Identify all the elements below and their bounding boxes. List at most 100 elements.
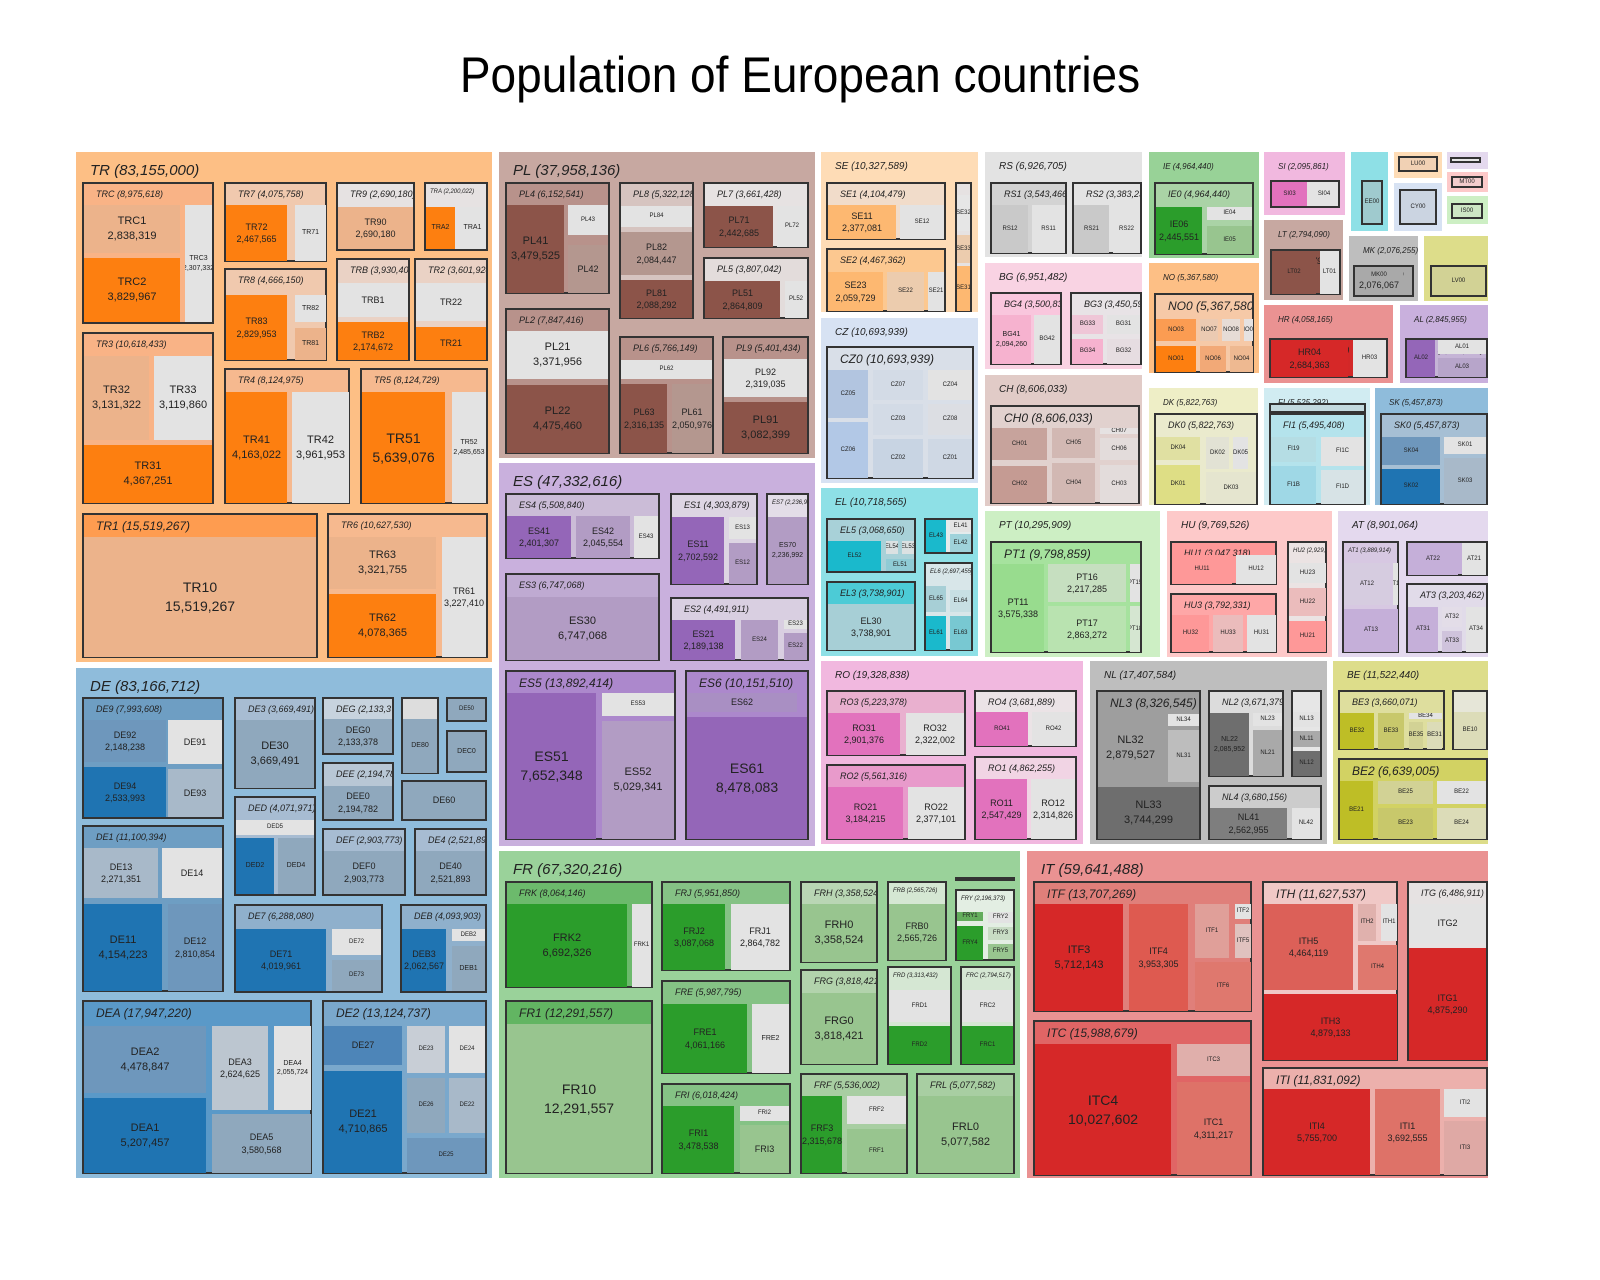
region-label: FRK (8,064,146)	[519, 888, 586, 898]
leaf-code: CZ02	[890, 455, 906, 462]
leaf-area-pt16: PT16 2,217,285	[1048, 564, 1126, 602]
leaf-code: BE21	[1349, 806, 1364, 813]
country-label: SI (2,095,861)	[1278, 162, 1329, 171]
leaf-code: HU21	[1299, 633, 1316, 640]
leaf-code: NL21	[1260, 749, 1275, 756]
leaf-code: ITI4	[1309, 1120, 1325, 1131]
leaf-area-trb2: TRB2 2,174,672	[338, 322, 408, 360]
leaf-code: NO08	[1223, 326, 1239, 333]
leaf-code: HR03	[1361, 355, 1378, 362]
leaf-code: DE26	[418, 1102, 434, 1109]
region-label: TR4 (8,124,975)	[238, 375, 304, 385]
leaf-area-ie05: IE05	[1207, 226, 1252, 254]
leaf-population: 3,829,967	[107, 291, 157, 303]
leaf-area-iti3: ITI3	[1444, 1121, 1486, 1175]
leaf-code: CZ06	[840, 446, 856, 453]
leaf-area-ch01: CH01	[992, 428, 1047, 460]
leaf-code: EL41	[953, 522, 968, 529]
leaf-area-tr83: TR83 2,829,953	[226, 295, 287, 360]
leaf-code: SK03	[1457, 477, 1473, 484]
leaf-code: BG34	[1079, 348, 1096, 355]
leaf-area-se21: SE21	[928, 272, 944, 311]
leaf-area-se22: SE22	[887, 272, 924, 311]
leaf-population: 3,087,068	[673, 938, 715, 948]
region-label: PL2 (7,847,416)	[519, 315, 584, 325]
leaf-population: 4,311,217	[1193, 1129, 1234, 1140]
leaf-area-trc3: TRC32,307,332	[185, 205, 212, 322]
leaf-area-iti4: ITI4 5,755,700	[1264, 1089, 1370, 1175]
leaf-area-ch05: CH05	[1052, 428, 1095, 458]
leaf-code: ITF5	[1236, 937, 1250, 944]
leaf-code: SE12	[914, 218, 930, 225]
region-block-fry-top	[955, 877, 1015, 881]
leaf-area-fi19: FI19	[1271, 437, 1316, 462]
leaf-code: ITF1	[1205, 927, 1219, 934]
leaf-code: EL43	[928, 532, 943, 539]
leaf-code: FRK2	[552, 931, 582, 944]
leaf-area-frc1: FRC1	[962, 1026, 1013, 1064]
leaf-area-pl63: PL63 2,316,135	[621, 384, 667, 453]
leaf-code: TR71	[301, 229, 320, 237]
leaf-code: BG42	[1039, 336, 1055, 343]
region-label: SK0 (5,457,873)	[1394, 420, 1460, 430]
leaf-population: 5,207,457	[120, 1136, 170, 1149]
leaf-code: DE13	[109, 861, 133, 872]
leaf-area-ro41: RO41	[976, 712, 1028, 746]
leaf-area-de94: DE94 2,533,993	[84, 767, 166, 817]
leaf-population: 4,163,022	[232, 448, 281, 461]
leaf-area-fi1c: FI1C	[1321, 437, 1364, 466]
leaf-population: 2,377,101	[915, 814, 957, 824]
leaf-area-hu21: HU21	[1289, 621, 1326, 652]
leaf-code: BE22	[1454, 789, 1469, 796]
region-label: TRB (3,930,407)	[350, 265, 410, 275]
leaf-code: ES42	[591, 525, 615, 536]
leaf-code: ES70	[778, 542, 797, 550]
leaf-code: IE06	[1169, 219, 1189, 230]
leaf-population: 2,133,378	[337, 737, 379, 747]
leaf-area-el61: EL61	[926, 616, 946, 650]
leaf-code: ITG2	[1437, 918, 1458, 929]
leaf-code: RO22	[924, 801, 948, 812]
leaf-area-fry1: FRY1	[957, 912, 983, 921]
leaf-area-cz02: CZ02	[873, 439, 923, 478]
leaf-population: 3,961,953	[296, 448, 345, 461]
leaf-code: TR32	[103, 384, 130, 397]
region-label: FRL (5,077,582)	[930, 1080, 996, 1090]
leaf-code: NO07	[1201, 326, 1217, 333]
leaf-population: 2,085,952	[1213, 745, 1246, 753]
leaf-area-hu23: HU23	[1289, 563, 1326, 583]
leaf-code: FRY3	[992, 930, 1009, 937]
leaf-area-sk02: SK02	[1382, 469, 1440, 504]
leaf-area-cz08: CZ08	[928, 404, 972, 435]
leaf-area-fri1: FRI1 3,478,538	[663, 1106, 734, 1173]
leaf-code: FI1B	[1287, 481, 1300, 488]
leaf-code: ES11	[687, 539, 709, 550]
leaf-code: PT15	[1130, 579, 1140, 586]
leaf-code: FRK1	[633, 942, 650, 949]
leaf-code: DEF0	[352, 861, 376, 872]
leaf-area-itc1: ITC1 4,311,217	[1177, 1082, 1250, 1175]
leaf-area-sk03: SK03	[1444, 458, 1486, 504]
leaf-population: 3,119,860	[158, 399, 208, 411]
leaf-population: 2,076,067	[1358, 279, 1400, 290]
leaf-code: LU00	[1410, 160, 1426, 167]
leaf-code: LT01	[1322, 269, 1337, 276]
leaf-area-be31: BE31	[1427, 722, 1442, 749]
region-block-me0	[1450, 157, 1481, 163]
leaf-code: RS22	[1118, 225, 1134, 232]
leaf-code: IS00	[1460, 207, 1474, 214]
region-label: ITF (13,707,269)	[1047, 887, 1137, 901]
leaf-code: DE11	[109, 933, 137, 946]
leaf-code: RO12	[1041, 797, 1065, 808]
leaf-area-de26: DE26	[407, 1078, 445, 1133]
country-label: AL (2,845,955)	[1414, 315, 1467, 324]
leaf-area-al02: AL02	[1407, 340, 1435, 377]
leaf-population: 3,580,568	[241, 1144, 282, 1155]
leaf-population: 4,061,166	[684, 1039, 726, 1050]
leaf-area-fre2: FRE2	[752, 1004, 789, 1073]
leaf-area-dec0: DEC0	[448, 732, 485, 771]
leaf-code: ITH5	[1298, 935, 1319, 946]
leaf-area-itf6: ITF6	[1195, 962, 1251, 1011]
region-block-fi2	[1269, 403, 1366, 413]
